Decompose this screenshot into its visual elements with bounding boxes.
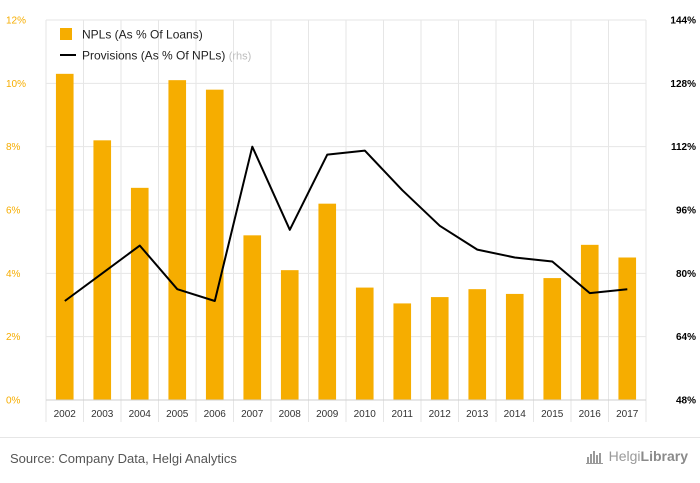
x-tick-label: 2013: [466, 409, 489, 420]
y-left-tick-label: 10%: [6, 79, 26, 90]
x-tick-label: 2006: [204, 409, 227, 420]
x-tick-label: 2012: [429, 409, 452, 420]
y-left-tick-label: 0%: [6, 396, 21, 407]
npl-bar: [618, 257, 637, 400]
x-tick-label: 2002: [54, 409, 77, 420]
y-right-tick-label: 64%: [676, 332, 696, 343]
npl-bar: [280, 270, 299, 400]
npl-bar: [468, 289, 487, 400]
x-tick-label: 2010: [354, 409, 377, 420]
npl-bar: [55, 73, 74, 400]
y-right-tick-label: 80%: [676, 269, 696, 280]
brand-word-bold: Library: [640, 448, 688, 464]
legend: NPLs (As % Of Loans) Provisions (As % Of …: [60, 28, 251, 63]
npl-bar: [430, 297, 449, 400]
y-right-tick-label: 128%: [670, 79, 696, 90]
footer: Source: Company Data, Helgi Analytics He…: [0, 437, 700, 483]
npl-bar: [580, 244, 599, 400]
y-left-tick-label: 12%: [6, 16, 26, 27]
x-tick-label: 2015: [541, 409, 564, 420]
legend-rhs-note: (rhs): [229, 51, 252, 63]
npl-bar: [318, 203, 337, 400]
helgi-library-logo-icon: [585, 451, 603, 464]
x-tick-label: 2014: [504, 409, 527, 420]
x-tick-label: 2005: [166, 409, 189, 420]
npl-bar: [93, 140, 112, 401]
legend-label-npl: NPLs (As % Of Loans): [82, 28, 203, 42]
x-tick-label: 2017: [616, 409, 639, 420]
x-tick-label: 2007: [241, 409, 264, 420]
y-left-tick-label: 8%: [6, 142, 21, 153]
npl-bar: [543, 278, 562, 400]
legend-label-provisions: Provisions (As % Of NPLs) (rhs): [82, 49, 251, 63]
npl-bar: [243, 235, 262, 400]
x-tick-label: 2008: [279, 409, 302, 420]
brand[interactable]: HelgiLibrary: [585, 448, 688, 464]
x-tick-label: 2009: [316, 409, 339, 420]
y-right-tick-label: 112%: [671, 142, 696, 153]
y-right-tick-label: 48%: [676, 396, 696, 407]
y-left-tick-label: 6%: [6, 206, 21, 217]
brand-word-light: Helgi: [608, 448, 641, 464]
y-right-tick-label: 144%: [670, 16, 696, 27]
npl-bar: [355, 287, 374, 400]
npl-bar: [205, 89, 224, 401]
npl-bar: [393, 303, 412, 400]
npl-bars: [55, 73, 637, 401]
x-tick-label: 2003: [91, 409, 114, 420]
provisions-line: [64, 145, 628, 302]
y-left-tick-label: 2%: [6, 332, 21, 343]
npl-bar: [168, 80, 187, 401]
source-note: Source: Company Data, Helgi Analytics: [10, 451, 237, 466]
y-right-tick-label: 96%: [676, 206, 696, 217]
legend-swatch-npl: [60, 28, 72, 40]
npl-bar: [505, 293, 524, 400]
y-left-tick-label: 4%: [6, 269, 21, 280]
x-tick-label: 2011: [391, 409, 413, 420]
x-tick-label: 2016: [579, 409, 602, 420]
provisions-line-group: [64, 145, 628, 302]
axes: 0% 2% 4% 6% 8% 10% 12% 48% 64% 80% 96% 112% 128% 144%…: [6, 16, 696, 421]
npl-bar: [130, 187, 149, 400]
x-tick-label: 2004: [129, 409, 152, 420]
